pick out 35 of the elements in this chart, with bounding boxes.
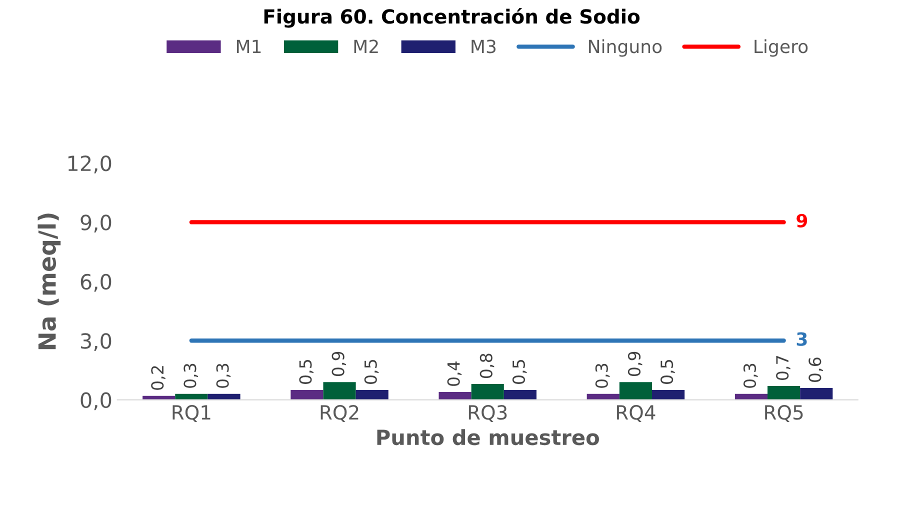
- legend-label: Ninguno: [589, 39, 662, 57]
- data-label: 0,9: [628, 352, 642, 376]
- data-label: 9: [796, 214, 808, 228]
- x-axis-title: Punto de muestreo: [377, 429, 599, 446]
- data-label: 0,5: [660, 360, 675, 384]
- data-label: 0,3: [184, 364, 198, 388]
- y-axis-title: Na (meq/l): [38, 214, 61, 350]
- data-label: 0,3: [743, 364, 758, 388]
- data-label: 0,5: [364, 360, 379, 384]
- data-label: 0,8: [480, 354, 494, 378]
- legend-label: M3: [472, 40, 496, 54]
- data-label: 0,2: [151, 366, 166, 390]
- data-label: 0,5: [299, 360, 314, 384]
- data-label: 0,6: [808, 358, 823, 382]
- x-tick-label: RQ3: [468, 405, 507, 422]
- x-tick-label: RQ1: [172, 405, 210, 422]
- data-label: 0,5: [512, 360, 527, 384]
- y-tick-label: 9,0: [80, 214, 112, 233]
- y-tick-label: 6,0: [80, 274, 112, 292]
- chart-title: Figura 60. Concentración de Sodio: [264, 8, 640, 28]
- data-label: 3: [796, 332, 807, 346]
- data-label: 0,4: [447, 361, 462, 386]
- y-tick-label: 0,0: [80, 392, 112, 410]
- y-tick-label: 3,0: [80, 333, 112, 351]
- x-tick-label: RQ5: [765, 405, 803, 422]
- legend-label: Ligero: [754, 39, 808, 57]
- x-tick-label: RQ2: [320, 405, 358, 422]
- data-label: 0,9: [332, 352, 346, 376]
- data-label: 0,7: [776, 356, 790, 380]
- legend-label: M1: [237, 40, 261, 54]
- legend-label: M2: [354, 40, 378, 54]
- x-tick-label: RQ4: [617, 405, 656, 422]
- y-tick-label: 12,0: [68, 155, 112, 174]
- data-label: 0,3: [216, 364, 231, 388]
- data-label: 0,3: [595, 364, 610, 388]
